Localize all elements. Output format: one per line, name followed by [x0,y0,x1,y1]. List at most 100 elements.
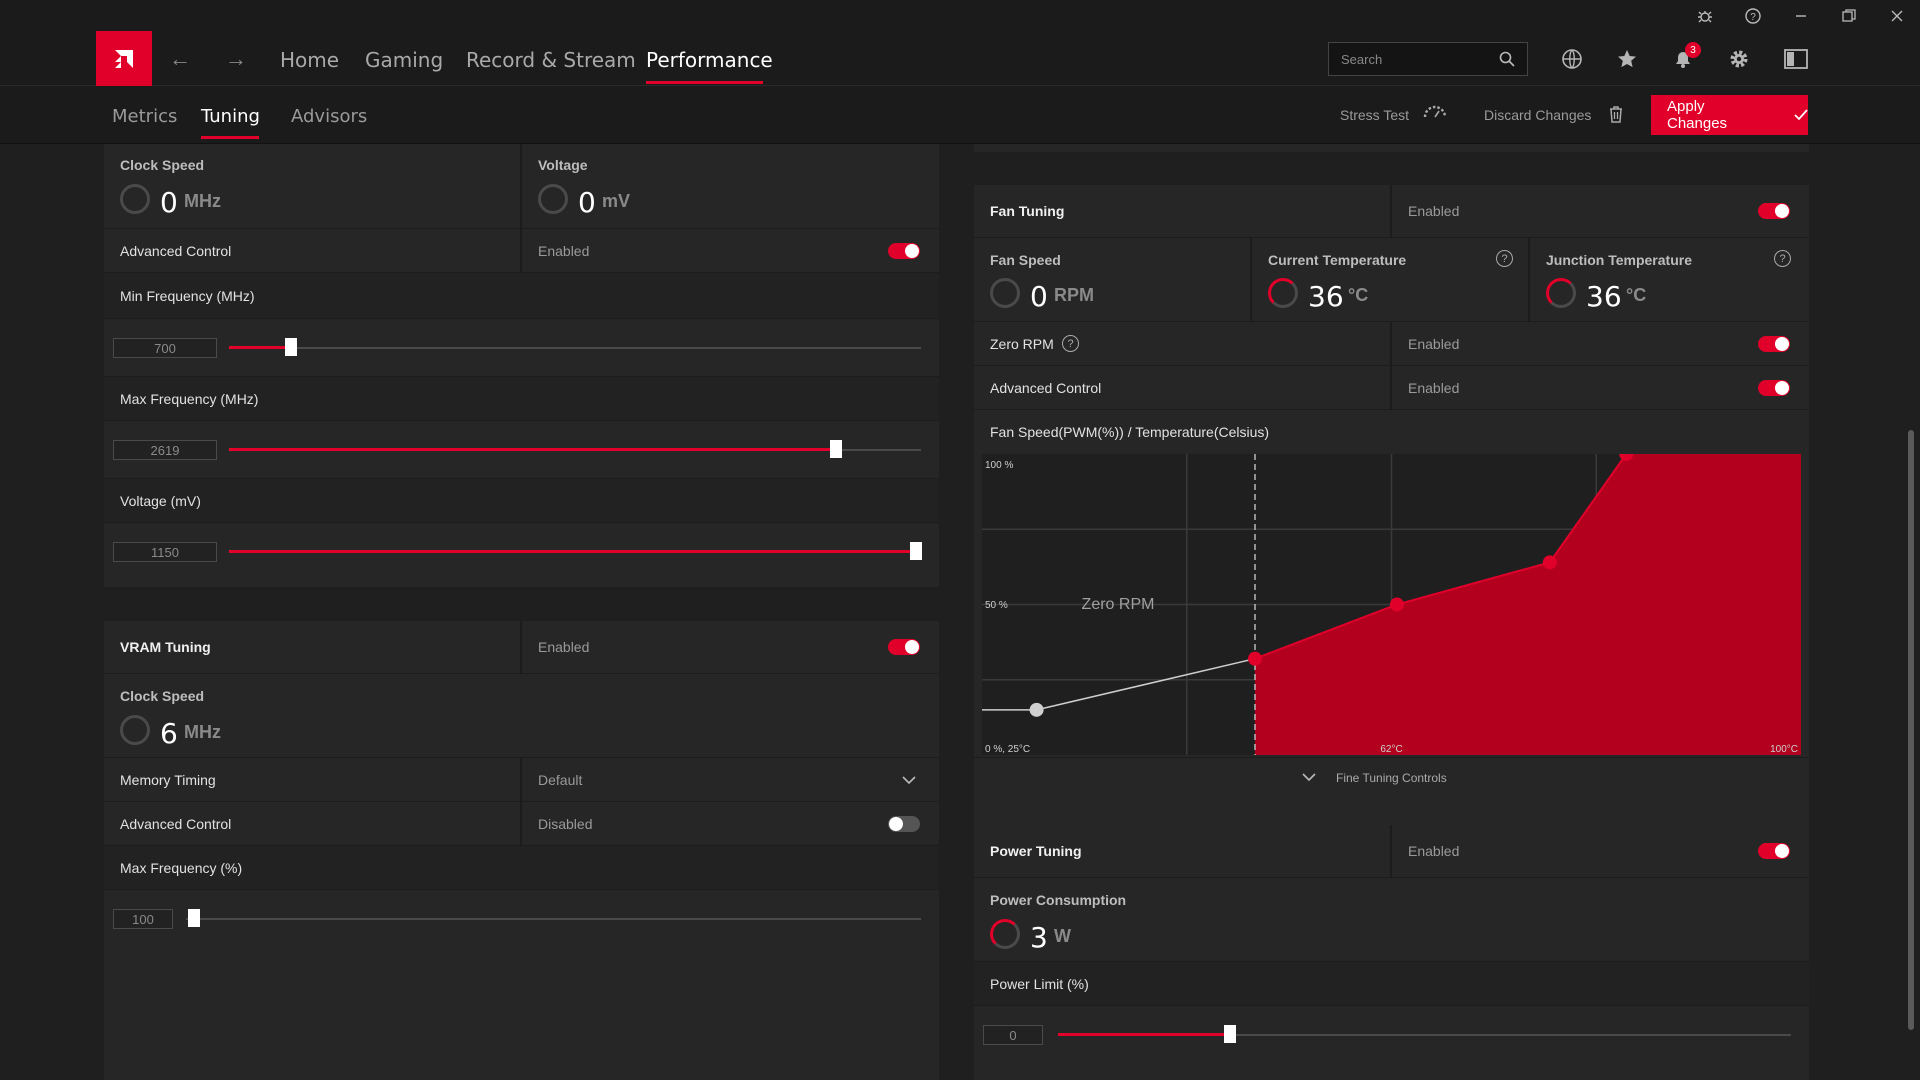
min-frequency-slider-thumb[interactable] [285,338,297,356]
max-frequency-slider-thumb[interactable] [830,440,842,458]
junction-temperature-unit: °C [1626,285,1647,305]
settings-gear-icon[interactable] [1721,42,1757,76]
vram-tuning-panel: VRAM Tuning Enabled Clock Speed 6 MHz Me… [104,621,939,1080]
fan-curve-chart[interactable]: 100 % 50 % 0 %, 25°C 62°C 100°C Zero RPM [982,454,1801,755]
vram-clock-row: Clock Speed 6 MHz [104,673,939,757]
memory-timing-label: Memory Timing [120,772,216,788]
title-bar: ? [0,0,1920,31]
fan-tuning-state: Enabled [1408,203,1460,219]
divider [1528,238,1530,322]
tab-metrics[interactable]: Metrics [112,106,178,127]
chevron-down-icon[interactable] [902,775,916,785]
bug-report-icon[interactable] [1685,0,1725,31]
slider-fill [1058,1033,1230,1036]
forward-arrow-icon[interactable]: → [225,45,247,71]
min-frequency-input[interactable]: 700 [113,338,217,358]
vram-max-frequency-header: Max Frequency (%) [104,845,939,889]
clock-speed-label: Clock Speed [120,157,205,173]
page-scrollbar[interactable] [1908,430,1914,1030]
current-temperature-help-icon[interactable]: ? [1496,250,1513,267]
gpu-tuning-panel: Clock Speed 0 MHz Voltage 0 mV Advanced … [104,144,939,587]
zero-rpm-toggle[interactable] [1758,336,1790,352]
vram-max-frequency-label: Max Frequency (%) [120,860,243,876]
vram-advanced-control-toggle[interactable] [888,816,920,832]
y-tick-label: 50 % [985,600,1008,611]
tab-tuning[interactable]: Tuning [201,106,260,127]
sidebar-panel-icon[interactable] [1778,42,1814,76]
zero-rpm-help-icon[interactable]: ? [1062,335,1079,352]
globe-icon[interactable] [1554,42,1590,76]
power-limit-header: Power Limit (%) [974,961,1809,1005]
chevron-down-icon[interactable] [1302,772,1316,782]
junction-temperature-help-icon[interactable]: ? [1774,250,1791,267]
checkmark-icon [1794,109,1808,121]
stress-test-button[interactable]: Stress Test [1340,105,1447,123]
slider-fill [229,346,291,349]
divider [520,144,522,228]
fan-advanced-control-toggle[interactable] [1758,380,1790,396]
fan-curve-svg[interactable]: 100 % 50 % 0 %, 25°C 62°C 100°C Zero RPM [982,454,1801,755]
x-tick-label: 100°C [1770,744,1798,755]
notifications-bell-icon[interactable]: 3 [1665,42,1701,76]
search-placeholder: Search [1341,51,1383,67]
voltage-mv-label: Voltage (mV) [120,493,201,509]
discard-changes-button[interactable]: Discard Changes [1484,106,1622,123]
advanced-control-label: Advanced Control [120,243,232,259]
slider-fill [229,550,915,553]
power-consumption-value: 3 [1030,921,1048,954]
minimize-icon[interactable] [1781,0,1821,31]
voltage-slider-thumb[interactable] [910,542,922,560]
fine-tuning-controls-button[interactable]: Fine Tuning Controls [1336,771,1447,785]
top-navigation [0,31,1920,86]
slider-fill [229,448,836,451]
min-frequency-label: Min Frequency (MHz) [120,288,255,304]
max-frequency-input[interactable]: 2619 [113,440,217,460]
junction-temperature-label: Junction Temperature [1546,252,1692,268]
fan-speed-gauge [990,278,1020,308]
restore-icon[interactable] [1829,0,1869,31]
tab-advisors[interactable]: Advisors [291,106,368,127]
vram-max-frequency-slider-thumb[interactable] [188,909,200,927]
max-frequency-label: Max Frequency (MHz) [120,391,259,407]
fan-tuning-toggle[interactable] [1758,203,1790,219]
nav-home[interactable]: Home [280,48,340,72]
slider-track [186,918,921,920]
help-icon[interactable]: ? [1733,0,1773,31]
vram-max-frequency-input[interactable]: 100 [113,909,173,929]
fan-curve-area [1255,454,1801,755]
zero-rpm-curve-segment [1036,657,1256,711]
fan-curve-point [1248,651,1262,666]
fan-curve-header: Fan Speed(PWM(%)) / Temperature(Celsius) [974,409,1809,453]
power-tuning-state: Enabled [1408,843,1460,859]
min-frequency-header: Min Frequency (MHz) [104,272,939,318]
nav-gaming[interactable]: Gaming [365,48,444,72]
memory-timing-row: Memory Timing Default [104,757,939,802]
trash-icon [1610,106,1622,123]
favorites-star-icon[interactable] [1609,42,1645,76]
vram-advanced-control-state: Disabled [538,816,593,832]
power-limit-slider-thumb[interactable] [1224,1025,1236,1043]
vram-tuning-toggle[interactable] [888,639,920,655]
back-arrow-icon[interactable]: ← [169,45,191,71]
vram-clock-value: 6 [160,717,178,750]
nav-performance[interactable]: Performance [646,48,773,72]
search-input[interactable]: Search [1328,42,1528,76]
close-icon[interactable] [1877,0,1917,31]
amd-logo-icon[interactable] [96,31,152,86]
gpu-metrics-row: Clock Speed 0 MHz Voltage 0 mV [104,144,939,228]
vram-tuning-state: Enabled [538,639,590,655]
power-tuning-toggle[interactable] [1758,843,1790,859]
fan-curve-line [1254,454,1628,660]
memory-timing-dropdown[interactable]: Default [538,772,583,788]
voltage-input[interactable]: 1150 [113,542,217,562]
nav-record-stream[interactable]: Record & Stream [466,48,636,72]
power-limit-input[interactable]: 0 [983,1025,1043,1045]
power-tuning-title: Power Tuning [990,843,1082,859]
apply-changes-label: Apply Changes [1667,98,1728,132]
power-limit-slider-row: 0 [974,1005,1809,1080]
fan-curve-point [1029,702,1044,717]
gpu-advanced-control-toggle[interactable] [888,243,920,259]
zero-rpm-state: Enabled [1408,336,1460,352]
divider [1390,322,1392,366]
apply-changes-button[interactable]: Apply Changes [1651,95,1808,135]
